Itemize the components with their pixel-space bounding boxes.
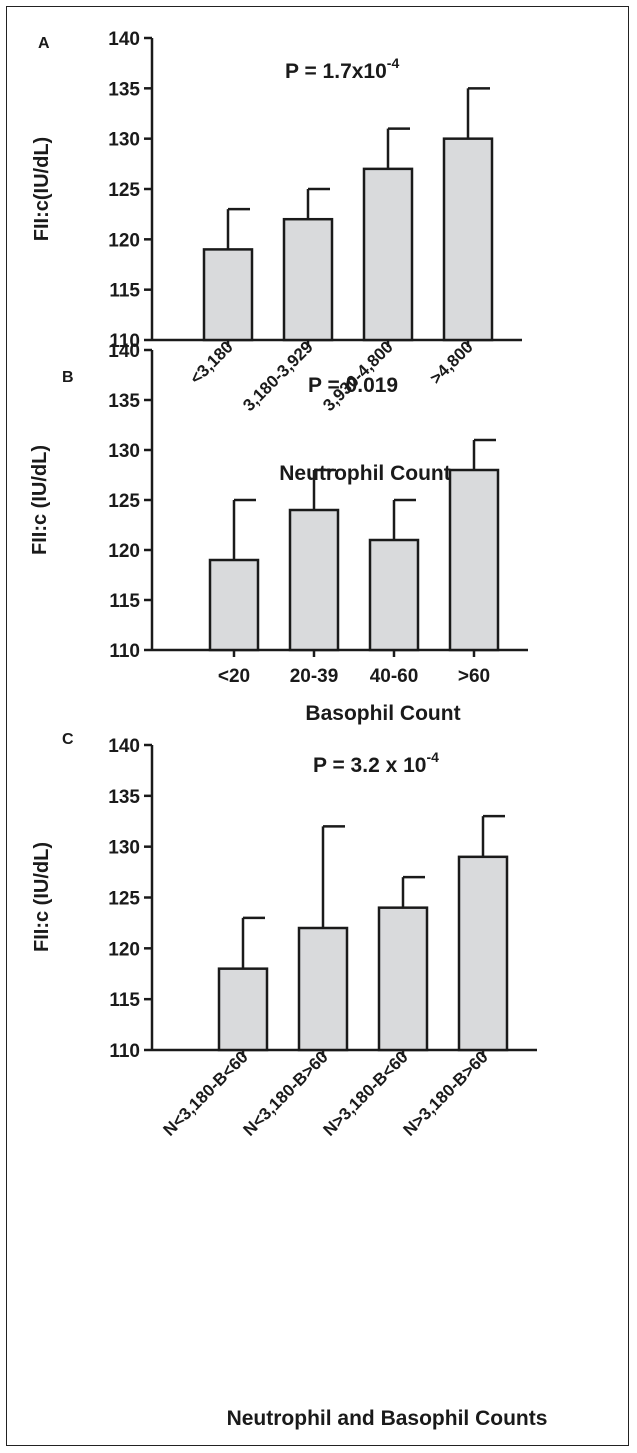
y-axis-title: FII:c (IU/dL) [31,842,53,952]
p-value-annotation: P = 1.7x10-4 [285,55,399,83]
x-category-label: N<3,180-B>60 [240,1047,332,1139]
bar [202,248,254,342]
y-tick-label: 115 [109,591,140,612]
x-category-label: N>3,180-B<60 [320,1047,412,1139]
panel-letter-B: B [62,369,74,386]
bar [368,538,420,652]
bar [297,926,349,1052]
y-tick-label: 110 [109,331,140,352]
bar [377,906,429,1052]
bar [282,217,334,342]
y-tick-label: 135 [108,787,140,808]
x-category-label: >60 [458,666,490,687]
y-tick-label: 130 [108,838,140,859]
x-category-label: N>3,180-B>60 [400,1047,492,1139]
y-tick-label: 120 [108,230,140,251]
y-tick-label: 140 [108,341,140,362]
y-tick-label: 140 [108,736,140,757]
bar [362,167,414,342]
bar [217,967,269,1052]
x-axis-title: Basophil Count [305,702,460,725]
x-axis-title: Neutrophil and Basophil Counts [227,1407,548,1430]
y-tick-label: 110 [109,1041,140,1062]
y-tick-label: 130 [108,130,140,151]
bar [448,468,500,652]
y-tick-label: 115 [109,281,140,302]
x-category-label: 20-39 [290,666,339,687]
y-tick-label: 120 [108,939,140,960]
x-category-label: 40-60 [370,666,419,687]
bar [208,558,260,652]
y-tick-label: 135 [108,391,140,412]
y-tick-label: 125 [108,889,140,910]
y-tick-label: 115 [109,990,140,1011]
y-axis-title: FII:c (IU/dL) [29,445,51,555]
x-axis-title: Neutrophil Count [279,462,450,485]
y-tick-label: 120 [108,541,140,562]
x-category-label: <3,180 [186,337,237,388]
y-tick-label: 140 [108,29,140,50]
x-category-label: N<3,180-B<60 [160,1047,252,1139]
y-axis-title: FII:c(IU/dL) [31,137,53,241]
y-tick-label: 130 [108,441,140,462]
bar [457,855,509,1052]
bar [288,508,340,652]
x-category-label: 3,180-3,929 [239,337,317,415]
panel-letter-A: A [38,35,50,52]
x-category-label: <20 [218,666,250,687]
bar [442,137,494,342]
p-value-annotation: P = 0.019 [308,374,398,397]
x-category-label: >4,800 [426,337,477,388]
y-tick-label: 110 [109,641,140,662]
y-tick-label: 125 [108,491,140,512]
panel-letter-C: C [62,731,74,748]
p-value-annotation: P = 3.2 x 10-4 [313,749,439,777]
y-tick-label: 125 [108,180,140,201]
y-tick-label: 135 [108,79,140,100]
